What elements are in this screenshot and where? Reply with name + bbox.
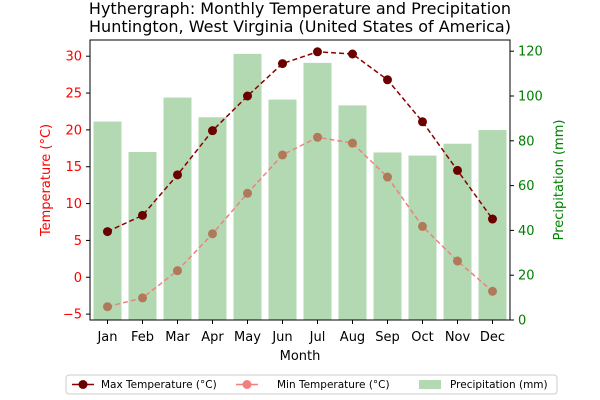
y-right-tick-label: 40 <box>518 224 535 239</box>
precip-bar-apr <box>198 117 227 320</box>
y-left-tick-label: 15 <box>65 160 82 175</box>
precip-bar-feb <box>128 152 157 320</box>
precip-bar-jan <box>93 121 122 320</box>
precip-bar-jul <box>303 62 332 321</box>
legend-min-label: Min Temperature (°C) <box>277 379 390 391</box>
legend-item-max: Max Temperature (°C) <box>72 379 217 391</box>
precip-bar-aug <box>338 105 367 321</box>
y-right-tick-label: 60 <box>518 179 535 194</box>
x-tick-label-may: May <box>234 330 261 345</box>
legend-max-swatch-marker <box>78 380 88 389</box>
x-axis-title: Month <box>280 349 321 364</box>
min-temp-point-may <box>243 188 252 198</box>
max-temp-line <box>107 51 494 233</box>
min-temp-point-feb <box>138 293 147 303</box>
y-left-tick-label: 0 <box>74 271 82 286</box>
y-right-tick-label: 120 <box>518 45 543 60</box>
y-right-tick-label: 100 <box>518 90 543 105</box>
max-temp-point-jun <box>278 59 287 69</box>
x-tick-label-sep: Sep <box>375 330 400 345</box>
x-tick-label-mar: Mar <box>165 330 190 345</box>
min-temp-point-jul <box>313 132 322 142</box>
min-temp-point-jan <box>103 302 112 312</box>
y-left-tick-label: 20 <box>65 123 82 138</box>
max-temp-point-jan <box>103 227 112 237</box>
min-temp-point-dec <box>488 286 497 296</box>
legend: Max Temperature (°C) Min Temperature (°C… <box>65 374 558 395</box>
precip-bar-oct <box>408 155 437 320</box>
min-temp-point-sep <box>383 172 392 182</box>
min-temp-point-apr <box>208 229 217 239</box>
max-temp-point-dec <box>488 214 497 224</box>
max-temp-point-mar <box>173 170 182 180</box>
legend-max-label: Max Temperature (°C) <box>101 379 217 391</box>
y-left-tick-label: 10 <box>65 197 82 212</box>
chart-title-line2: Huntington, West Virginia (United States… <box>89 17 511 36</box>
max-temp-point-aug <box>348 49 357 59</box>
y-left-tick-label: 5 <box>74 234 82 249</box>
y-right-tick-label: 80 <box>518 134 535 149</box>
x-tick-label-oct: Oct <box>411 330 433 345</box>
max-temp-point-apr <box>208 126 217 136</box>
min-temp-point-mar <box>173 266 182 276</box>
y-left-tick-label: −5 <box>63 308 82 323</box>
legend-item-precip: Precipitation (mm) <box>419 379 548 391</box>
min-temp-point-nov <box>453 256 462 266</box>
chart-title-line1: Hythergraph: Monthly Temperature and Pre… <box>89 0 511 18</box>
plot-frame <box>89 39 511 321</box>
y-left-tick-label: 25 <box>65 87 82 102</box>
precipitation-bars <box>93 53 507 321</box>
y-right-tick-label: 20 <box>518 269 535 284</box>
legend-box <box>65 374 558 395</box>
x-tick-label-jul: Jul <box>309 330 326 345</box>
max-temp-point-sep <box>383 75 392 85</box>
y-axis-right-title: Precipitation (mm) <box>552 120 567 241</box>
max-temp-point-may <box>243 91 252 101</box>
x-tick-label-feb: Feb <box>131 330 154 345</box>
max-temp-point-feb <box>138 210 147 220</box>
x-tick-label-jan: Jan <box>96 330 117 345</box>
min-temp-point-aug <box>348 138 357 148</box>
max-temp-point-jul <box>313 47 322 57</box>
temperature-lines <box>103 47 497 312</box>
y-left-tick-label: 30 <box>65 50 82 65</box>
min-temp-point-oct <box>418 221 427 231</box>
x-tick-label-aug: Aug <box>340 330 365 345</box>
legend-precip-label: Precipitation (mm) <box>450 379 548 391</box>
max-temp-point-oct <box>418 117 427 127</box>
precip-bar-mar <box>163 97 192 321</box>
x-tick-label-apr: Apr <box>201 330 224 345</box>
x-tick-label-nov: Nov <box>445 330 471 345</box>
max-temp-point-nov <box>453 165 462 175</box>
min-temp-line <box>107 136 493 308</box>
legend-precip-swatch <box>419 380 441 389</box>
y-axis-left-title: Temperature (°C) <box>39 124 54 237</box>
min-temp-point-jun <box>278 150 287 160</box>
legend-min-swatch-marker <box>242 380 252 389</box>
precip-bar-jun <box>268 99 297 320</box>
x-tick-label-dec: Dec <box>480 330 505 345</box>
axes: −5 0 5 10 15 20 25 30 0 20 40 60 80 100 120 Jan Feb Mar Ap… <box>63 39 543 345</box>
x-tick-label-jun: Jun <box>271 330 292 345</box>
legend-item-min: Min Temperature (°C) <box>236 379 390 391</box>
y-right-tick-label: 0 <box>518 314 526 329</box>
